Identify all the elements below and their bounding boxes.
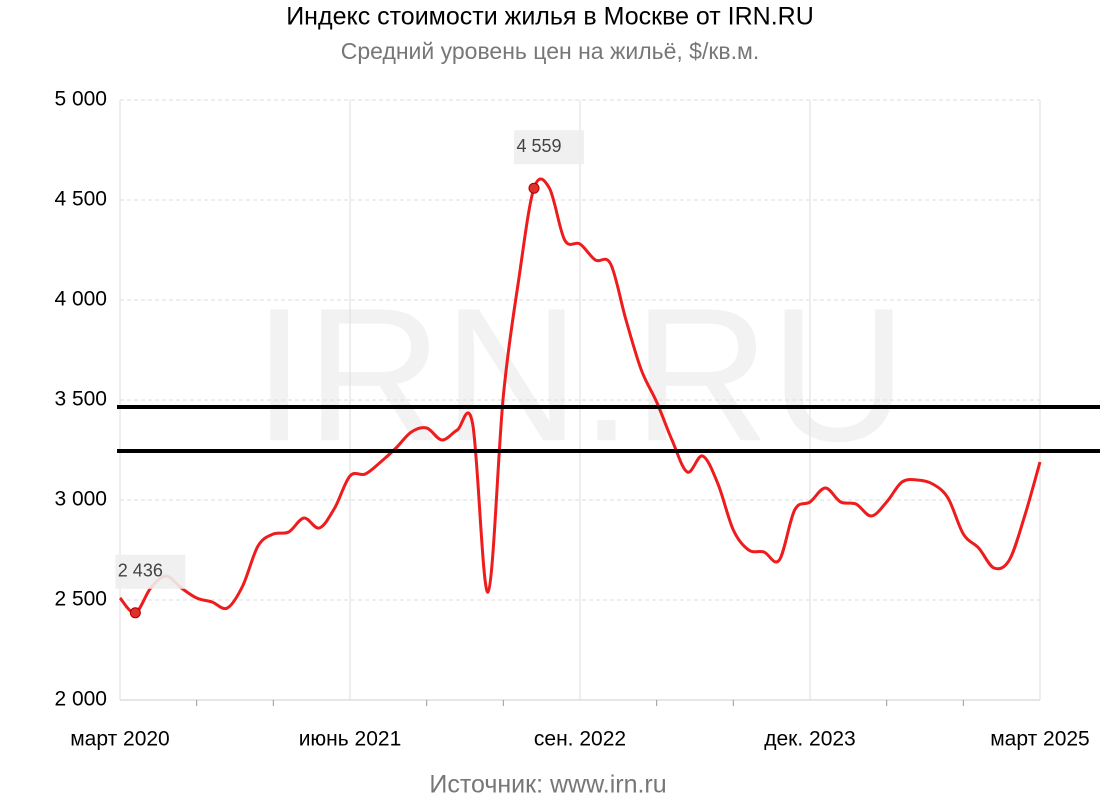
value-label-box xyxy=(115,554,186,589)
x-tick-label: июнь 2021 xyxy=(299,728,402,751)
value-label-box xyxy=(514,130,584,165)
x-tick-label: март 2025 xyxy=(990,728,1090,751)
chart-title: Индекс стоимости жилья в Москве от IRN.R… xyxy=(286,3,814,31)
x-tick-label: март 2020 xyxy=(70,728,170,751)
x-tick-label: сен. 2022 xyxy=(534,728,626,751)
value-label: 4 559 xyxy=(514,130,584,165)
y-tick-label: 5 000 xyxy=(54,88,107,111)
point-marker xyxy=(129,607,141,619)
source: Источник: www.irn.ru xyxy=(429,771,666,799)
value-label: 2 436 xyxy=(115,554,186,589)
y-tick-label: 4 500 xyxy=(54,188,107,211)
y-tick-label: 2 000 xyxy=(54,688,107,711)
value-label-text: 4 559 xyxy=(516,136,561,156)
series-line xyxy=(118,177,1042,615)
x-tick-label: дек. 2023 xyxy=(764,728,856,751)
y-tick-label: 3 500 xyxy=(54,388,107,411)
value-label-text: 2 436 xyxy=(118,561,163,581)
y-tick-label: 2 500 xyxy=(54,588,107,611)
y-tick-label: 4 000 xyxy=(54,288,107,311)
point-marker xyxy=(528,182,540,194)
y-tick-label: 3 000 xyxy=(54,488,107,511)
chart-subtitle: Средний уровень цен на жильё, $/кв.м. xyxy=(341,38,760,64)
